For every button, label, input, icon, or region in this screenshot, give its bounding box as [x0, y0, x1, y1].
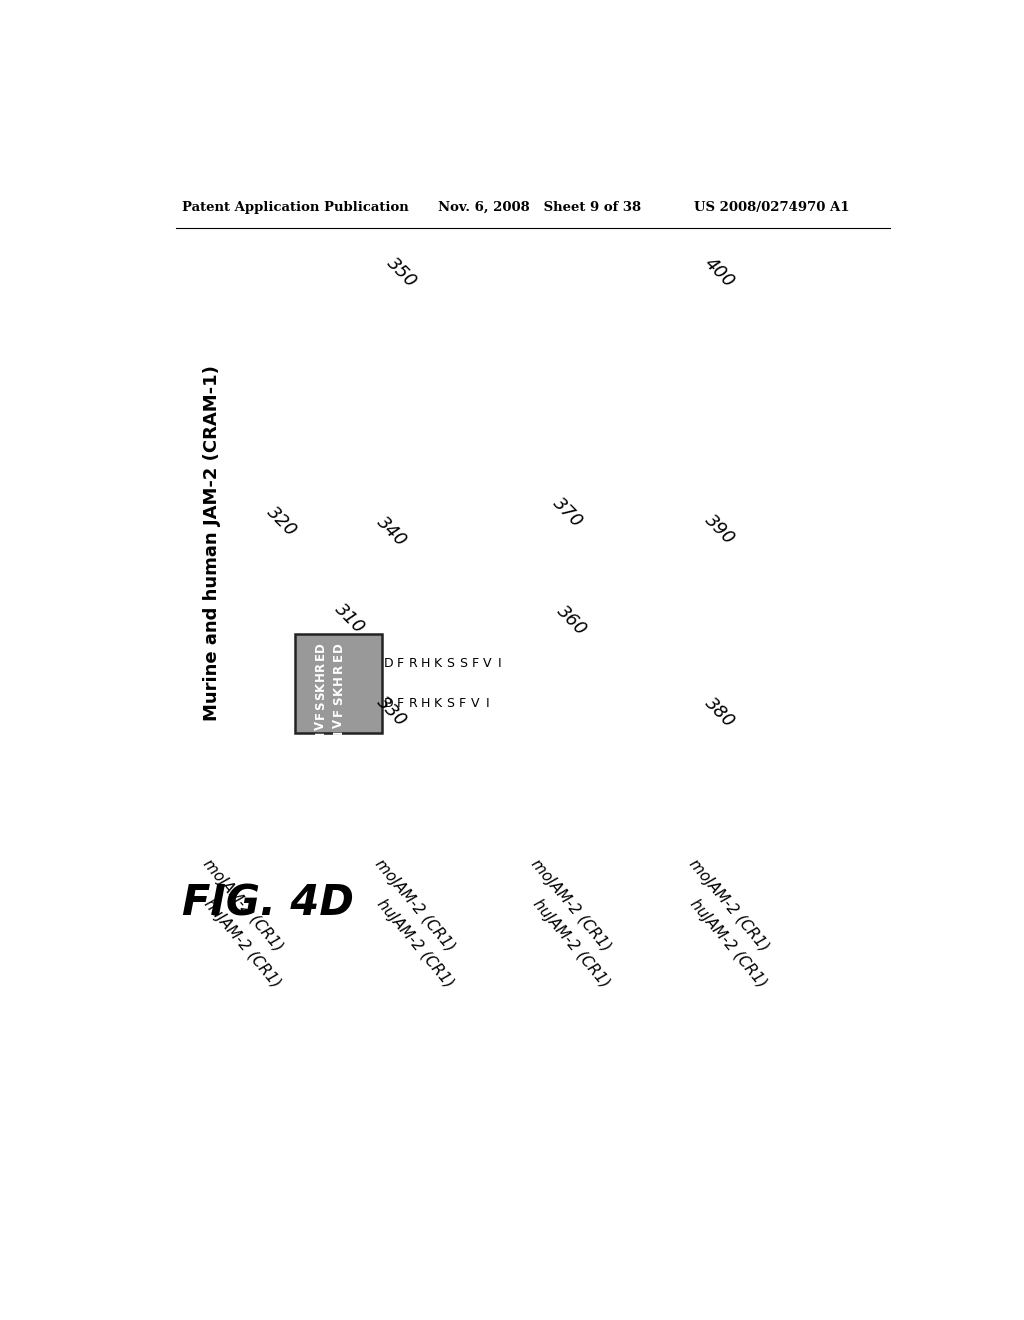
Text: Nov. 6, 2008   Sheet 9 of 38: Nov. 6, 2008 Sheet 9 of 38 — [438, 201, 641, 214]
Text: V: V — [333, 718, 345, 727]
Text: S: S — [333, 697, 345, 705]
Text: S: S — [446, 697, 455, 710]
Text: I: I — [333, 730, 345, 734]
Text: 340: 340 — [373, 513, 410, 550]
Text: R: R — [333, 664, 345, 673]
Text: 320: 320 — [263, 503, 300, 540]
Text: H: H — [333, 675, 345, 685]
Text: E: E — [313, 652, 327, 660]
Text: V: V — [471, 697, 479, 710]
Text: 380: 380 — [700, 694, 738, 731]
Text: R: R — [409, 657, 418, 671]
Text: Murine and human JAM-2 (CRAM-1): Murine and human JAM-2 (CRAM-1) — [203, 366, 221, 721]
Text: 330: 330 — [373, 693, 410, 730]
Text: I: I — [313, 731, 327, 735]
Text: R: R — [313, 661, 327, 671]
Text: K: K — [333, 686, 345, 694]
Text: moJAM-2 (CR1): moJAM-2 (CR1) — [200, 857, 286, 954]
Text: 360: 360 — [553, 602, 590, 639]
Text: huJAM-2 (CR1): huJAM-2 (CR1) — [374, 896, 456, 991]
Text: moJAM-2 (CR1): moJAM-2 (CR1) — [528, 857, 614, 954]
Text: S: S — [446, 657, 455, 671]
Bar — [295, 635, 382, 733]
Text: moJAM-2 (CR1): moJAM-2 (CR1) — [686, 857, 771, 954]
Text: V: V — [313, 721, 327, 730]
Text: 390: 390 — [700, 511, 738, 548]
Text: F: F — [472, 657, 479, 671]
Text: E: E — [333, 653, 345, 661]
Text: H: H — [313, 672, 327, 681]
Text: Patent Application Publication: Patent Application Publication — [182, 201, 409, 214]
Text: huJAM-2 (CR1): huJAM-2 (CR1) — [530, 896, 612, 991]
Text: 350: 350 — [383, 253, 420, 290]
Text: D: D — [384, 657, 393, 671]
Text: S: S — [313, 701, 327, 710]
Text: 400: 400 — [700, 253, 738, 290]
Text: I: I — [499, 657, 502, 671]
Text: US 2008/0274970 A1: US 2008/0274970 A1 — [693, 201, 849, 214]
Text: I: I — [485, 697, 489, 710]
Text: S: S — [459, 657, 467, 671]
Text: 370: 370 — [550, 494, 587, 531]
Text: 310: 310 — [331, 601, 369, 638]
Text: F: F — [333, 708, 345, 715]
Text: D: D — [313, 642, 327, 652]
Text: F: F — [313, 711, 327, 719]
Text: H: H — [421, 697, 430, 710]
Text: F: F — [459, 697, 466, 710]
Text: D: D — [384, 697, 393, 710]
Text: K: K — [434, 657, 442, 671]
Text: huJAM-2 (CR1): huJAM-2 (CR1) — [202, 896, 284, 991]
Text: F: F — [397, 657, 404, 671]
Text: moJAM-2 (CR1): moJAM-2 (CR1) — [372, 857, 458, 954]
Text: V: V — [483, 657, 492, 671]
Text: R: R — [409, 697, 418, 710]
Text: H: H — [421, 657, 430, 671]
Text: S: S — [313, 692, 327, 700]
Text: D: D — [333, 642, 345, 652]
Text: K: K — [313, 681, 327, 690]
Text: huJAM-2 (CR1): huJAM-2 (CR1) — [687, 896, 770, 991]
Text: FIG. 4D: FIG. 4D — [182, 882, 354, 924]
Text: F: F — [397, 697, 404, 710]
Text: K: K — [434, 697, 442, 710]
